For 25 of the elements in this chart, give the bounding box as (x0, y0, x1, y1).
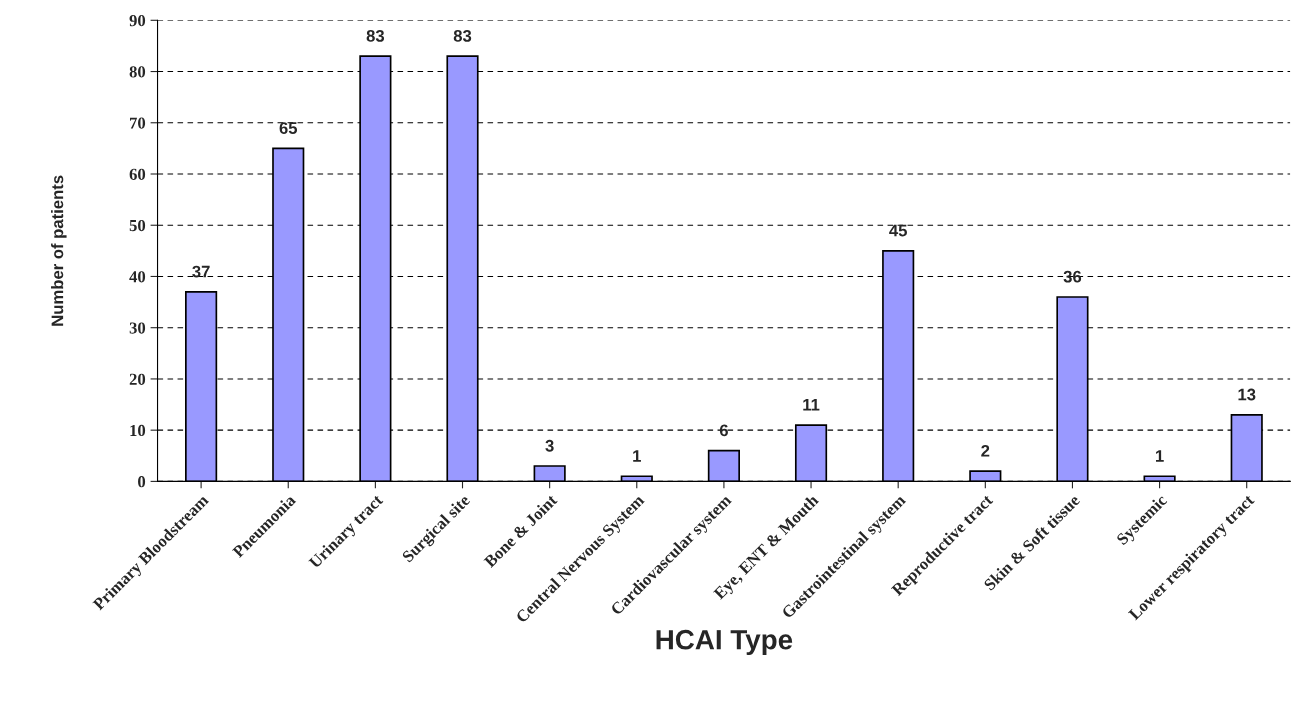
y-tick-label: 60 (129, 168, 146, 180)
y-tick-label: 40 (129, 271, 146, 283)
data-label: 45 (889, 224, 907, 237)
y-tick-label: 80 (129, 66, 146, 78)
y-tick-label: 20 (129, 373, 146, 385)
data-label: 65 (279, 122, 298, 134)
data-label: 1 (633, 450, 641, 462)
data-label: 2 (981, 444, 990, 457)
data-label: 36 (1063, 270, 1082, 283)
y-tick-label: 30 (129, 322, 146, 334)
data-label: 6 (719, 424, 728, 437)
data-label: 37 (192, 265, 210, 278)
data-label: 1 (1156, 450, 1164, 462)
y-axis-title: Number of patients (51, 175, 67, 326)
data-label: 83 (453, 29, 472, 42)
x-axis-title: HCAI Type (656, 629, 793, 656)
data-label: 13 (1238, 388, 1256, 401)
y-tick-label: 70 (130, 117, 146, 129)
data-label: 11 (803, 399, 820, 411)
data-label: 3 (545, 439, 554, 452)
y-tick-label: 90 (129, 15, 146, 27)
y-tick-label: 10 (130, 424, 146, 437)
y-tick-label: 50 (129, 219, 146, 232)
data-label: 83 (366, 29, 385, 42)
y-tick-label: 0 (138, 476, 146, 488)
